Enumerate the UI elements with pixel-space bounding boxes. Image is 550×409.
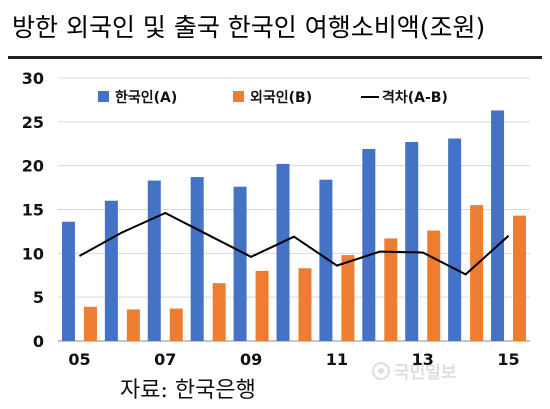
- x-tick-label: 11: [326, 350, 348, 369]
- legend-swatch: [98, 91, 109, 102]
- bar-foreign: [470, 205, 484, 341]
- legend-label: 한국인(A): [115, 89, 177, 106]
- y-tick-label: 15: [22, 201, 44, 220]
- y-tick-label: 30: [22, 69, 44, 88]
- y-tick-label: 10: [22, 244, 44, 263]
- bar-korean: [190, 177, 204, 341]
- y-tick-label: 0: [33, 332, 44, 351]
- bar-foreign: [513, 215, 527, 341]
- bar-foreign: [212, 283, 226, 341]
- bar-foreign: [427, 230, 441, 341]
- source-note: 자료: 한국은행: [120, 378, 256, 403]
- bar-korean: [405, 141, 419, 341]
- watermark-text: 국민일보: [394, 363, 457, 383]
- title-underline: [8, 56, 542, 59]
- bar-korean: [362, 149, 376, 341]
- watermark-logo-icon: [372, 361, 390, 380]
- bar-foreign: [341, 255, 355, 341]
- bar-korean: [491, 110, 505, 341]
- bar-foreign: [169, 308, 183, 341]
- y-tick-label: 5: [33, 288, 44, 307]
- bar-korean: [233, 186, 247, 341]
- x-tick-label: 13: [412, 350, 434, 369]
- bar-korean: [104, 200, 118, 341]
- bar-foreign: [298, 268, 312, 341]
- y-tick-label: 25: [22, 113, 44, 132]
- x-tick-label: 05: [68, 350, 90, 369]
- bar-korean: [276, 163, 290, 341]
- legend-label: 외국인(B): [250, 89, 312, 106]
- bar-korean: [147, 180, 161, 341]
- series-line-gap: [78, 211, 510, 276]
- chart-title: 방한 외국인 및 출국 한국인 여행소비액(조원): [12, 13, 486, 42]
- bar-foreign: [83, 306, 97, 341]
- x-tick-label: 07: [154, 350, 176, 369]
- bar-korean: [319, 179, 333, 341]
- x-tick-label: 15: [497, 350, 519, 369]
- y-tick-label: 20: [22, 157, 44, 176]
- bar-foreign: [384, 238, 398, 341]
- watermark: 국민일보: [372, 358, 457, 383]
- legend-swatch: [233, 91, 244, 102]
- bar-foreign: [126, 309, 140, 341]
- legend-label: 격차(A-B): [382, 89, 448, 106]
- bar-korean: [61, 221, 75, 341]
- x-tick-label: 09: [240, 350, 262, 369]
- bar-foreign: [255, 270, 269, 341]
- bar-korean: [448, 138, 462, 341]
